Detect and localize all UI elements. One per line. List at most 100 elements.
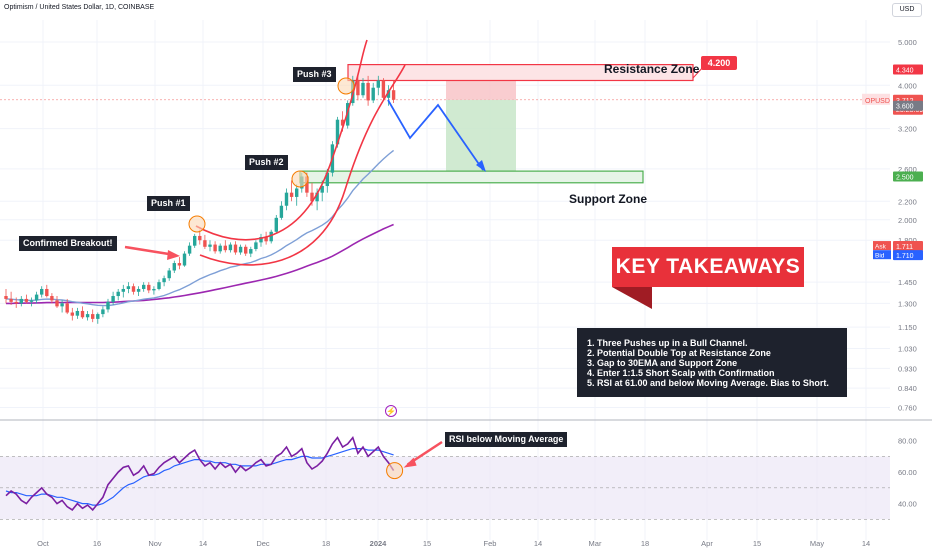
price-label-box [893,64,923,75]
price-label-value: 4.340 [896,67,914,74]
candle-body [366,82,370,101]
rsi-tick-label: 60.00 [898,468,917,477]
candle-body [386,90,391,98]
annotation-shapes [124,39,705,266]
price-label-name: OPUSD [865,98,890,105]
breakout-arrow [124,245,176,257]
x-tick-label: 14 [534,539,542,548]
y-tick-label: 1.800 [898,236,917,245]
candle-body [60,303,64,307]
y-tick-label: 4.000 [898,81,917,90]
rsi-arrowhead [403,457,417,468]
candle-body [55,300,59,307]
candle-body [254,242,258,250]
price-label-box [893,100,923,111]
candle-body [198,235,202,241]
price-label-name: Ask [875,244,887,251]
currency-button[interactable]: USD [892,3,922,17]
x-tick-label: 15 [753,539,761,548]
candle-body [193,235,197,246]
push1-label: Push #1 [147,196,190,211]
y-tick-label: 2.200 [898,197,917,206]
candle-body [91,314,95,319]
candle-body [136,288,141,292]
candle-body [371,87,375,101]
candle-body [203,240,207,247]
price-label-name: Bid [875,253,885,260]
moving-averages [5,149,395,307]
push-marker-circle [291,170,309,188]
candle-body [152,288,156,291]
candle-body [244,246,248,254]
channel-lower-curve [199,64,406,266]
price-label-tag [862,93,890,105]
candle-body [320,186,324,193]
price-label-box [893,250,923,261]
candle-body [172,263,176,271]
y-tick-label: 2.600 [898,165,917,174]
projection-path [387,99,484,171]
takeaway-item: 1. Three Pushes up in a Bull Channel. [587,338,748,348]
rsi-tick-label: 80.00 [898,437,917,446]
candle-body [167,270,171,279]
candle-body [346,103,350,126]
candle-body [325,172,329,187]
candle-body [381,80,386,98]
price-label-value: 1.711 [896,244,913,251]
rsi-tick-label: 40.00 [898,500,917,509]
candle-body [315,192,319,202]
candle-body [356,80,360,96]
candle-body [40,288,44,295]
candles [4,73,396,324]
takeaways-box: 1. Three Pushes up in a Bull Channel. 2.… [577,328,847,397]
candle-body [264,237,268,242]
resistance-value-badge: 4.200 [701,56,737,70]
candle-body [228,244,233,251]
candle-body [218,245,222,252]
push3-label: Push #3 [293,67,336,82]
x-tick-label: 2024 [370,539,388,548]
candle-body [147,284,151,291]
candle-body [121,288,125,292]
price-label-box [893,241,923,252]
price-label-tag [873,241,891,251]
candle-body [376,80,380,88]
candle-body [249,249,253,254]
ema30-line [5,149,395,307]
candle-body [75,310,80,316]
candle-body [177,263,182,266]
x-tick-label: 14 [199,539,207,548]
y-tick-label: 3.200 [898,125,917,134]
push2-label: Push #2 [245,155,288,170]
x-tick-label: Apr [701,539,713,548]
x-tick-label: 18 [322,539,330,548]
candle-body [213,244,217,252]
candle-body [19,298,23,304]
y-tick-label: 2.000 [898,216,917,225]
rsi-marker-circle [386,462,404,480]
price-label-box [893,171,923,182]
sma-line [6,223,394,305]
candle-body [259,237,263,243]
price-label-value: 1.710 [896,253,914,260]
x-tick-label: Dec [256,539,270,548]
channel-upper-curve [195,39,368,241]
takeaway-item: 4. Enter 1:1.5 Short Scalp with Confirma… [587,368,775,378]
resistance-zone-box [347,63,694,82]
flash-icon[interactable]: ⚡ [385,405,397,417]
candle-body [295,188,299,197]
key-takeaways-title: KEY TAKEAWAYS [612,247,804,287]
candle-body [29,300,34,302]
resistance-zone-label: Resistance Zone [604,62,700,76]
candle-body [34,294,39,301]
takeaway-item: 3. Gap to 30EMA and Support Zone [587,358,738,368]
x-tick-label: 14 [862,539,870,548]
rsi-note-label: RSI below Moving Average [445,432,568,447]
price-label-value: 3.600 [896,104,914,111]
candle-body [340,119,345,126]
candle-body [289,192,294,197]
candle-body [24,298,29,302]
x-tick-label: Nov [148,539,162,548]
axes: 5.000 4.000 3.200 2.600 2.200 2.000 1.800 1.450… [0,38,932,548]
rsi-pane [0,435,890,520]
